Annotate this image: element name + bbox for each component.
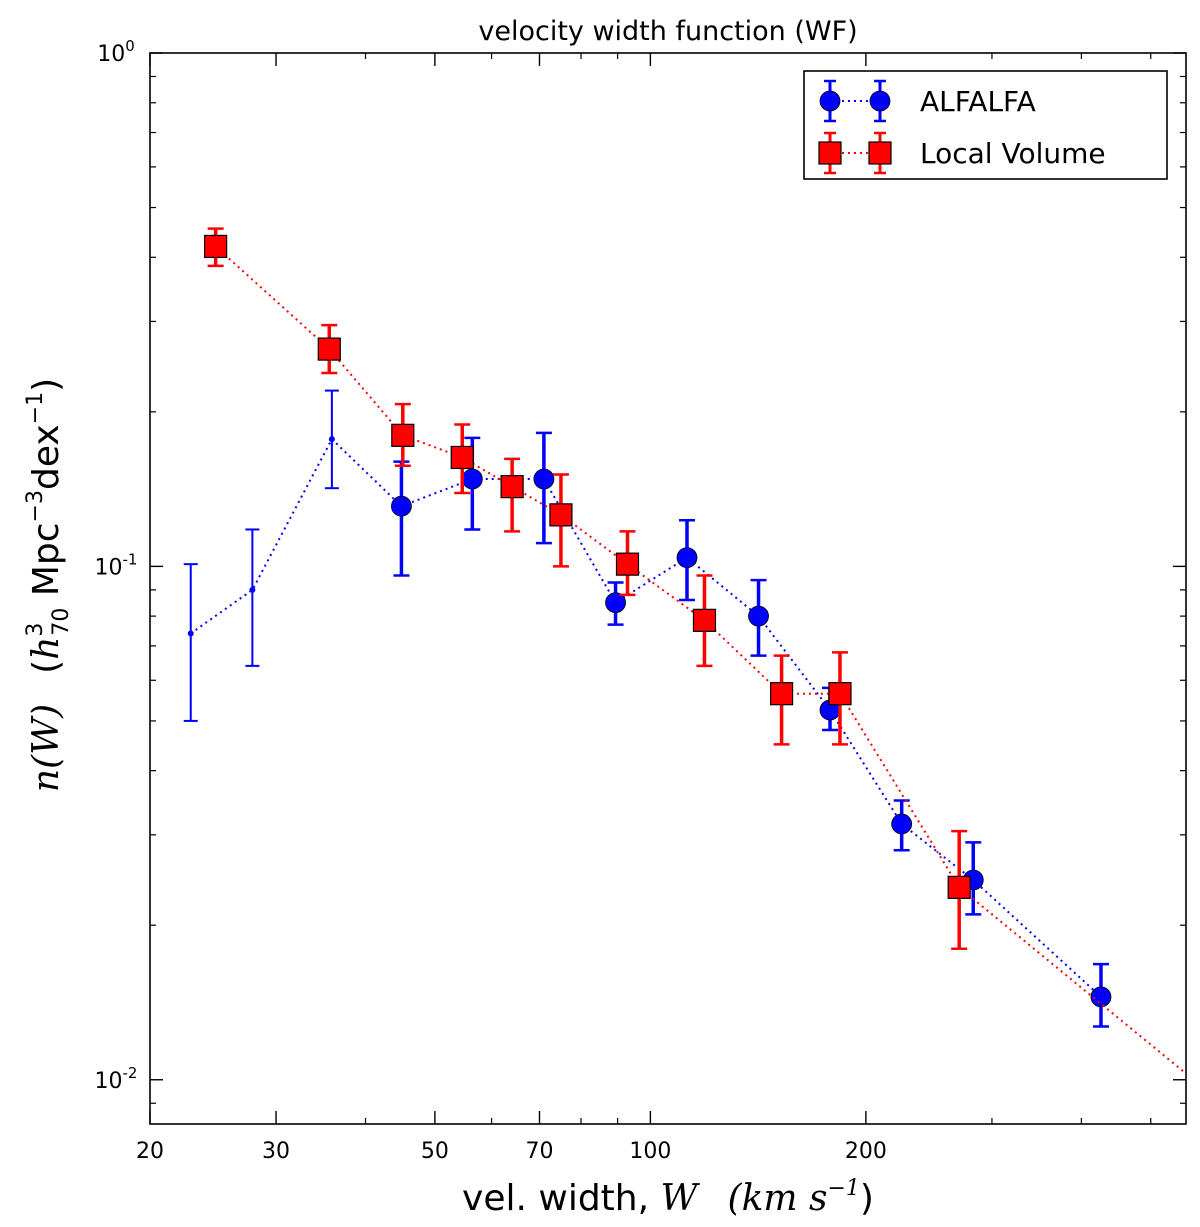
y-axis-label-h: h bbox=[26, 637, 67, 660]
data-point-local-volume bbox=[615, 552, 640, 576]
data-point-local-volume bbox=[204, 234, 228, 259]
axis-ticks: 20 30 50 70 100 200 10-2 10-1 100 bbox=[95, 37, 1186, 1164]
series-line-local-volume bbox=[214, 245, 1186, 1075]
data-point-alfalfa bbox=[676, 547, 698, 569]
x-axis-label-prefix: vel. width, bbox=[462, 1178, 660, 1219]
y-axis-label-h-sup: 3 bbox=[23, 623, 48, 637]
x-tick-label: 50 bbox=[421, 1139, 449, 1164]
legend-label-alfalfa: ALFALFA bbox=[920, 85, 1036, 118]
data-point-local-volume bbox=[549, 503, 573, 527]
y-axis-label-dex-exp: −1 bbox=[23, 392, 48, 424]
x-axis-label: vel. width, W (km s−1) bbox=[462, 1176, 874, 1219]
data-point-local-volume bbox=[450, 445, 474, 470]
legend-label-local-volume: Local Volume bbox=[920, 137, 1106, 170]
legend-marker bbox=[869, 90, 891, 112]
data-point-alfalfa bbox=[533, 468, 555, 490]
y-axis-label-dex: dex bbox=[26, 424, 67, 490]
y-axis-label-mpc: Mpc bbox=[26, 522, 67, 607]
y-axis-label-h-sub: 70 bbox=[49, 608, 74, 636]
series-local-volume bbox=[204, 227, 1186, 1075]
x-axis-label-units: (km s bbox=[728, 1178, 828, 1219]
data-point-alfalfa bbox=[187, 630, 194, 637]
x-tick-label: 20 bbox=[136, 1139, 164, 1164]
y-axis-label-mpc-exp: −3 bbox=[23, 490, 48, 522]
data-point-local-volume bbox=[692, 608, 717, 632]
x-axis-label-variable: W bbox=[661, 1178, 701, 1219]
data-point-local-volume bbox=[391, 423, 415, 447]
y-tick-label: 100 bbox=[97, 37, 135, 67]
data-point-alfalfa bbox=[1090, 986, 1112, 1008]
data-point-alfalfa bbox=[461, 468, 483, 490]
legend-entry-alfalfa bbox=[819, 79, 891, 123]
data-point-alfalfa bbox=[605, 592, 626, 614]
x-axis-label-close: ) bbox=[860, 1178, 874, 1219]
x-tick-label: 70 bbox=[525, 1139, 553, 1164]
plot-frame bbox=[149, 52, 1187, 1125]
data-point-alfalfa bbox=[328, 436, 335, 443]
x-axis-label-exponent: −1 bbox=[827, 1176, 859, 1201]
data-point-alfalfa bbox=[391, 495, 412, 517]
legend-box bbox=[803, 70, 1168, 180]
data-point-local-volume bbox=[828, 682, 852, 706]
y-tick-label: 10-1 bbox=[95, 550, 138, 580]
legend-marker bbox=[818, 141, 842, 165]
legend-entry-local-volume bbox=[818, 131, 892, 175]
series-alfalfa bbox=[183, 389, 1112, 1028]
y-tick-label: 10-2 bbox=[95, 1064, 138, 1094]
chart-title: velocity width function (WF) bbox=[478, 16, 857, 47]
x-tick-label: 200 bbox=[845, 1139, 887, 1164]
legend: ALFALFA Local Volume bbox=[803, 70, 1168, 180]
legend-marker bbox=[868, 141, 892, 165]
y-axis-label-function: n(W) bbox=[26, 704, 67, 792]
series-line-alfalfa bbox=[190, 437, 1102, 998]
data-point-alfalfa bbox=[891, 813, 913, 835]
data-point-local-volume bbox=[769, 682, 794, 706]
data-point-alfalfa bbox=[748, 605, 769, 627]
data-point-local-volume bbox=[947, 875, 971, 899]
data-point-local-volume bbox=[317, 337, 341, 361]
y-axis-label: n(W)(h370 Mpc−3dex−1) bbox=[23, 378, 74, 792]
legend-marker bbox=[819, 90, 841, 112]
x-tick-label: 100 bbox=[629, 1139, 671, 1164]
x-tick-label: 30 bbox=[262, 1139, 290, 1164]
series-layer bbox=[183, 227, 1186, 1075]
data-point-local-volume bbox=[500, 475, 524, 499]
data-point-alfalfa bbox=[249, 586, 256, 593]
